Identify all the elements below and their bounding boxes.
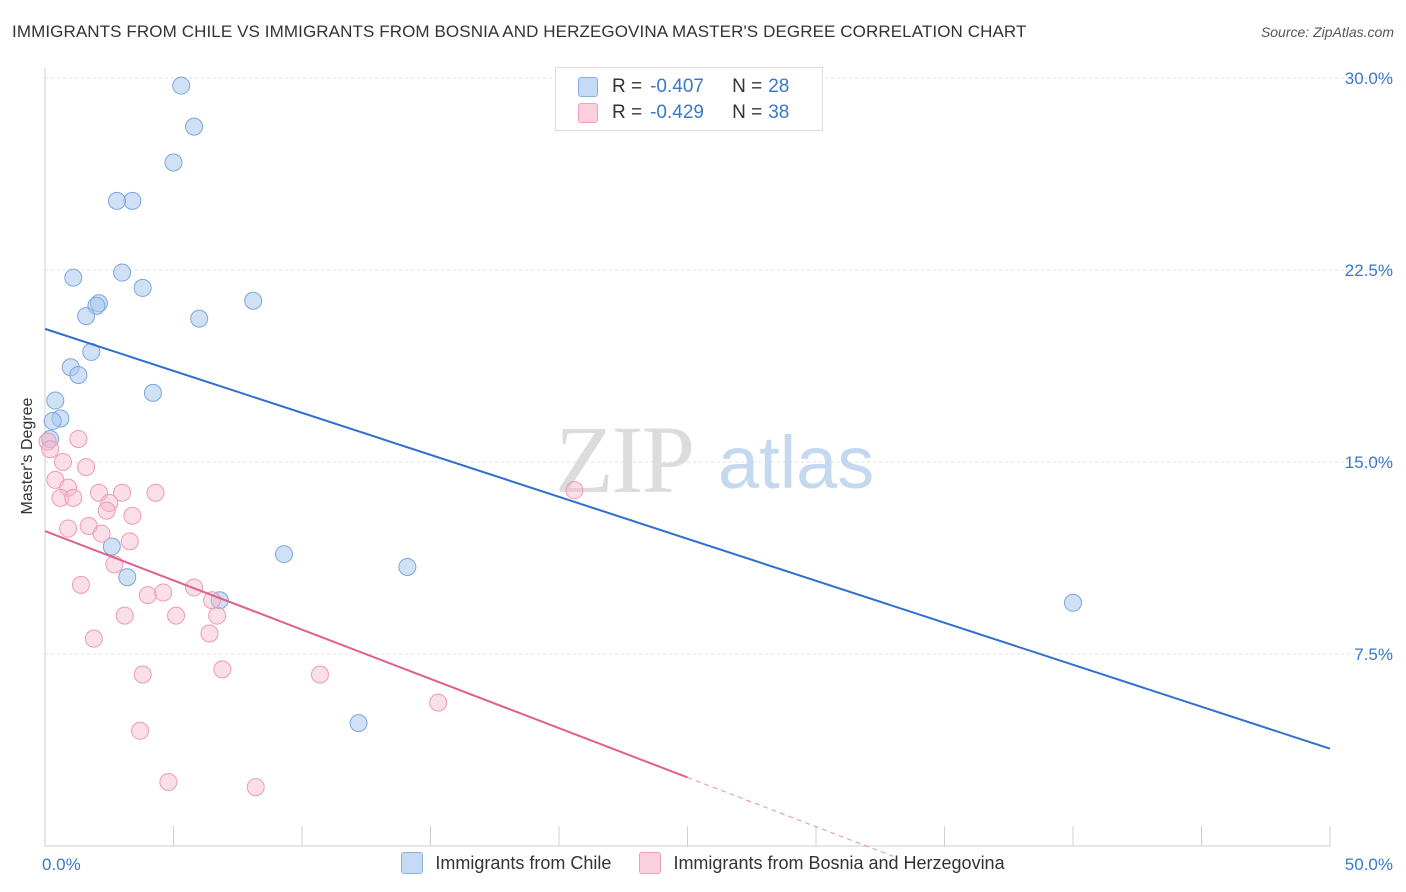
chart-title: IMMIGRANTS FROM CHILE VS IMMIGRANTS FROM… [12,22,1027,41]
point-chile [64,268,83,287]
point-chile [123,191,142,210]
point-bosnia [213,660,232,679]
point-chile [349,714,368,733]
point-bosnia [154,583,173,602]
legend-n-label: N = [732,102,763,123]
point-chile [41,429,60,448]
legend-r-label: R = [612,76,643,97]
point-bosnia [64,488,83,507]
legend-r-value: -0.407 [650,76,704,97]
legend-label-chile: Immigrants from Chile [435,852,612,873]
x-tick-label: 0.0% [42,855,81,874]
y-tick-label: 15.0% [1345,453,1393,472]
legend-n-value: 28 [768,76,790,97]
watermark: ZIP atlas [555,406,874,513]
point-bosnia [138,586,157,605]
point-bosnia [133,665,152,684]
point-bosnia [69,429,88,448]
tick-labels: 7.5% 15.0% 22.5% 30.0% 0.0% 50.0% [42,69,1393,874]
series-bosnia-points [38,429,584,797]
legend-n-value: 38 [768,102,790,123]
source-label: Source: ZipAtlas.com [1260,24,1394,40]
legend-item-chile[interactable]: Immigrants from Chile [401,852,611,874]
point-bosnia [146,483,165,502]
point-bosnia [97,501,116,520]
axes [44,68,1331,847]
watermark-zip: ZIP [555,406,693,513]
point-bosnia [246,778,265,797]
point-chile [1064,593,1082,612]
point-bosnia [77,458,96,477]
point-bosnia [113,483,132,502]
point-chile [43,412,62,431]
point-bosnia [310,665,329,684]
point-bosnia [53,453,72,471]
point-bosnia [167,606,186,625]
legend-swatch-chile [401,852,424,874]
y-tick-label: 30.0% [1345,69,1393,88]
legend-swatch-bosnia [578,103,598,123]
point-chile [102,537,121,556]
legend-swatch-bosnia [639,852,662,874]
point-chile [190,309,209,328]
legend-row-chile: R = -0.407 N = 28 [578,75,789,99]
legend-label-bosnia: Immigrants from Bosnia and Herzegovina [673,852,1005,873]
point-bosnia [41,440,60,459]
legend-r-value: -0.429 [650,102,704,123]
point-bosnia [565,481,584,500]
point-bosnia [59,478,78,497]
point-chile [143,383,162,402]
point-chile [113,263,132,282]
point-bosnia [51,488,70,507]
gridlines [45,77,1392,655]
series-legend: Immigrants from Chile Immigrants from Bo… [0,852,1406,874]
legend-item-bosnia[interactable]: Immigrants from Bosnia and Herzegovina [639,852,1005,874]
point-chile [77,307,96,326]
point-bosnia [159,773,178,791]
point-bosnia [59,519,78,538]
legend-box: R = -0.407 N = 28 R = -0.429 N = 38 [555,67,823,131]
point-bosnia [115,606,134,625]
point-chile [244,291,263,310]
point-bosnia [123,506,142,525]
trend-line-chile [44,327,1331,750]
point-chile [185,117,204,136]
y-tick-label: 7.5% [1354,645,1393,664]
point-chile [118,568,137,587]
point-bosnia [92,524,111,543]
legend-r-label: R = [612,102,643,123]
point-chile [107,191,126,210]
point-bosnia [71,575,90,594]
point-chile [133,278,152,297]
point-bosnia [131,721,150,740]
watermark-atlas: atlas [718,421,874,504]
y-tick-label: 22.5% [1345,261,1393,280]
point-bosnia [429,693,448,712]
point-chile [398,557,417,576]
point-bosnia [208,606,227,625]
legend-row-bosnia: R = -0.429 N = 38 [578,101,789,125]
point-bosnia [200,624,219,643]
point-bosnia [84,629,103,648]
point-chile [46,391,65,410]
legend-n-label: N = [732,76,763,97]
x-tick-label: 50.0% [1345,855,1393,874]
point-chile [69,365,88,384]
point-chile [172,76,191,95]
trend-lines [44,327,1331,857]
point-bosnia [120,532,139,551]
series-chile-points [41,76,1082,733]
point-chile [275,545,294,564]
point-chile [164,153,183,172]
legend-swatch-chile [578,77,598,97]
trend-line-bosnia [44,530,688,779]
trend-line-bosnia-extension [687,776,894,857]
